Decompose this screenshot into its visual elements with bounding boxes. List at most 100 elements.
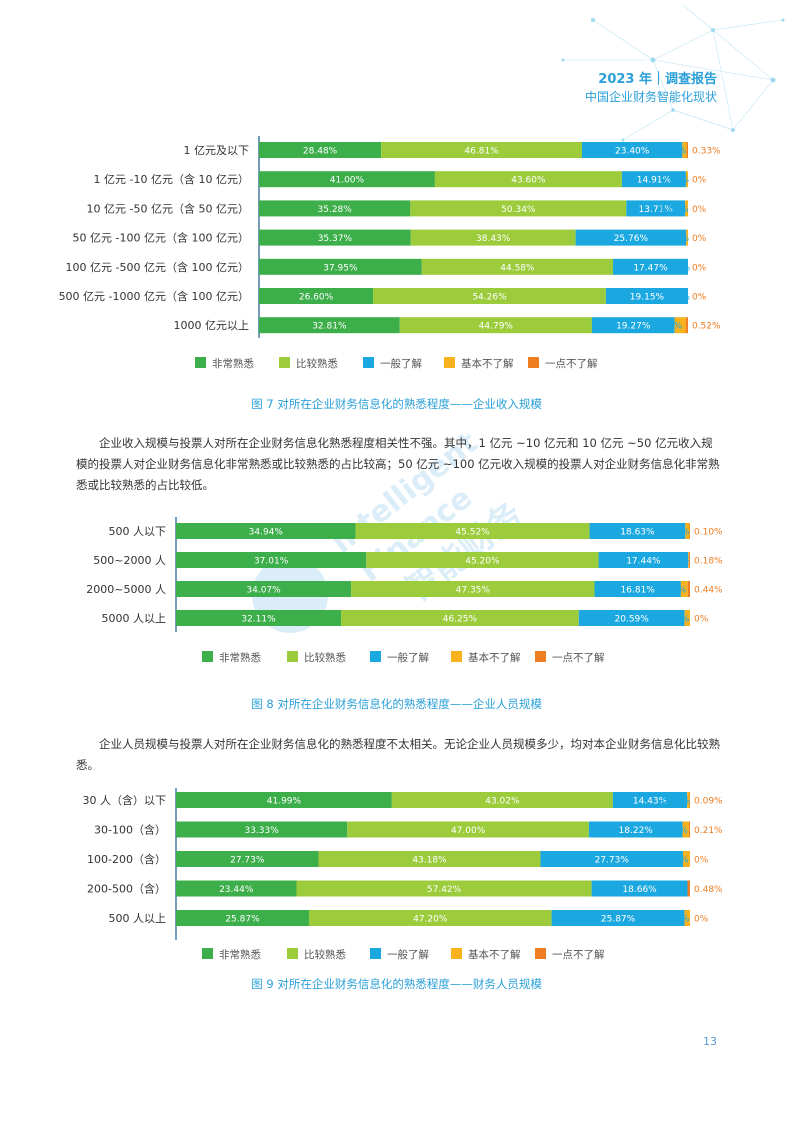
category-label: 500 人以下 bbox=[109, 525, 167, 538]
legend-swatch bbox=[363, 357, 374, 368]
category-label: 200-500（含） bbox=[87, 882, 166, 896]
data-label: 0% bbox=[694, 915, 709, 925]
bar-segment-2 bbox=[341, 610, 579, 626]
data-label: 0% bbox=[692, 234, 707, 244]
data-label: 0% bbox=[692, 205, 707, 215]
category-label: 30 人（含）以下 bbox=[83, 793, 167, 807]
category-label: 100 亿元 -500 亿元（含 100 亿元） bbox=[66, 260, 249, 274]
data-label: 35.28% bbox=[318, 205, 353, 215]
data-label: 43.18% bbox=[412, 856, 447, 866]
category-label: 10 亿元 -50 亿元（含 50 亿元） bbox=[87, 201, 249, 215]
bar-segment-3 bbox=[598, 552, 689, 568]
bar-segment-2 bbox=[366, 552, 599, 568]
category-label: 2000~5000 人 bbox=[86, 583, 166, 596]
data-label: 18.66% bbox=[622, 885, 657, 895]
legend-label: 比较熟悉 bbox=[304, 948, 346, 961]
data-label: 46.25% bbox=[443, 615, 478, 625]
data-label: 20.59% bbox=[615, 615, 650, 625]
legend-swatch bbox=[202, 948, 213, 959]
data-label: 57.42% bbox=[427, 885, 462, 895]
bar-segment-3 bbox=[581, 142, 683, 158]
data-label: 26.60% bbox=[299, 293, 334, 303]
bar-segment-4 bbox=[683, 851, 690, 867]
data-label: 0.98% bbox=[658, 147, 687, 157]
data-label: 34.07% bbox=[246, 586, 281, 596]
legend-label: 一般了解 bbox=[387, 651, 429, 664]
data-label: 19.15% bbox=[630, 293, 665, 303]
category-label: 500 亿元 -1000 亿元（含 100 亿元） bbox=[59, 289, 249, 303]
bar-segment-4 bbox=[688, 552, 690, 568]
bar-segment-2 bbox=[410, 200, 627, 217]
bar-segment-2 bbox=[351, 581, 595, 597]
bar-segment-1 bbox=[259, 258, 422, 275]
bar-segment-3 bbox=[613, 258, 688, 275]
bar-segment-2 bbox=[308, 910, 552, 926]
category-label: 500~2000 人 bbox=[93, 554, 166, 567]
data-label: 0% bbox=[675, 885, 690, 895]
category-label: 100-200（含） bbox=[87, 852, 166, 866]
data-label: 17.47% bbox=[633, 263, 668, 273]
bar-segment-2 bbox=[296, 880, 592, 897]
category-label: 5000 人以上 bbox=[102, 612, 167, 625]
data-label: 1.33% bbox=[658, 586, 687, 596]
data-label: 0% bbox=[676, 263, 691, 273]
bar-segment-4 bbox=[682, 821, 689, 838]
bar-segment-3 bbox=[621, 171, 686, 188]
bar-segment-5 bbox=[687, 880, 690, 897]
paragraph-employee-analysis: 企业人员规模与投票人对所在企业财务信息化的熟悉程度不太相关。无论企业人员规模多少… bbox=[76, 737, 720, 772]
bar-segment-3 bbox=[612, 792, 688, 808]
page-number: 13 bbox=[703, 1035, 717, 1048]
chart-finance-staff-scale: 30 人（含）以下 41.99% 43.02% 14.43%0.47% 0.09% 30-… bbox=[83, 788, 723, 961]
bar-segment-3 bbox=[588, 821, 683, 838]
data-label: 1.24% bbox=[659, 826, 688, 836]
legend-swatch bbox=[202, 651, 213, 662]
legend-swatch bbox=[451, 948, 462, 959]
bar-segment-5 bbox=[685, 317, 688, 334]
network-decoration bbox=[561, 4, 785, 142]
bar-segment-4 bbox=[687, 792, 690, 808]
data-label: 27.73% bbox=[230, 856, 265, 866]
data-label: 19.27% bbox=[616, 322, 651, 332]
data-label: 23.40% bbox=[615, 147, 650, 157]
category-label: 50 亿元 -100 亿元（含 100 亿元） bbox=[73, 231, 249, 245]
bar-segment-2 bbox=[318, 851, 541, 867]
legend-swatch bbox=[444, 357, 455, 368]
legend-label: 比较熟悉 bbox=[304, 651, 346, 664]
bar-segment-2 bbox=[399, 317, 592, 334]
data-label: 0.48% bbox=[694, 885, 723, 895]
chart-employee-scale: 500 人以下 34.94% 45.52% 18.63% 0.81% 0.10% 500~2… bbox=[86, 517, 723, 664]
data-label: 43.60% bbox=[511, 176, 546, 186]
bar-segment-2 bbox=[410, 229, 576, 246]
legend-swatch bbox=[370, 651, 381, 662]
legend-label: 一般了解 bbox=[387, 948, 429, 961]
bar-segment-5 bbox=[689, 523, 690, 539]
data-label: 23.44% bbox=[219, 885, 254, 895]
bar-segment-1 bbox=[176, 523, 356, 539]
data-label: 0% bbox=[676, 293, 691, 303]
legend-label: 一点不了解 bbox=[545, 357, 598, 370]
data-label: 0% bbox=[692, 293, 707, 303]
data-label: 44.79% bbox=[479, 322, 514, 332]
data-label: 0.18% bbox=[694, 557, 723, 567]
report-title: 2023 年｜调查报告 bbox=[598, 72, 717, 87]
bar-segment-4 bbox=[684, 610, 690, 626]
figure-7-caption: 图 7 对所在企业财务信息化的熟悉程度——企业收入规模 bbox=[251, 397, 542, 411]
report-subtitle: 中国企业财务智能化现状 bbox=[584, 90, 717, 104]
bar-segment-4 bbox=[682, 142, 687, 158]
data-label: 0% bbox=[694, 856, 709, 866]
bar-segment-1 bbox=[176, 610, 342, 626]
category-label: 500 人以上 bbox=[109, 912, 167, 925]
data-label: 28.48% bbox=[303, 147, 338, 157]
legend-swatch bbox=[287, 948, 298, 959]
bar-segment-1 bbox=[176, 581, 352, 597]
bar-segment-1 bbox=[176, 552, 367, 568]
legend-swatch bbox=[451, 651, 462, 662]
bar-segment-3 bbox=[578, 610, 685, 626]
legend-swatch bbox=[370, 948, 381, 959]
bar-segment-1 bbox=[176, 910, 309, 926]
bar-segment-1 bbox=[176, 792, 392, 808]
data-label: 25.87% bbox=[601, 915, 636, 925]
bar-segment-2 bbox=[381, 142, 582, 158]
bar-segment-5 bbox=[688, 821, 690, 838]
legend-label: 基本不了解 bbox=[461, 357, 514, 370]
